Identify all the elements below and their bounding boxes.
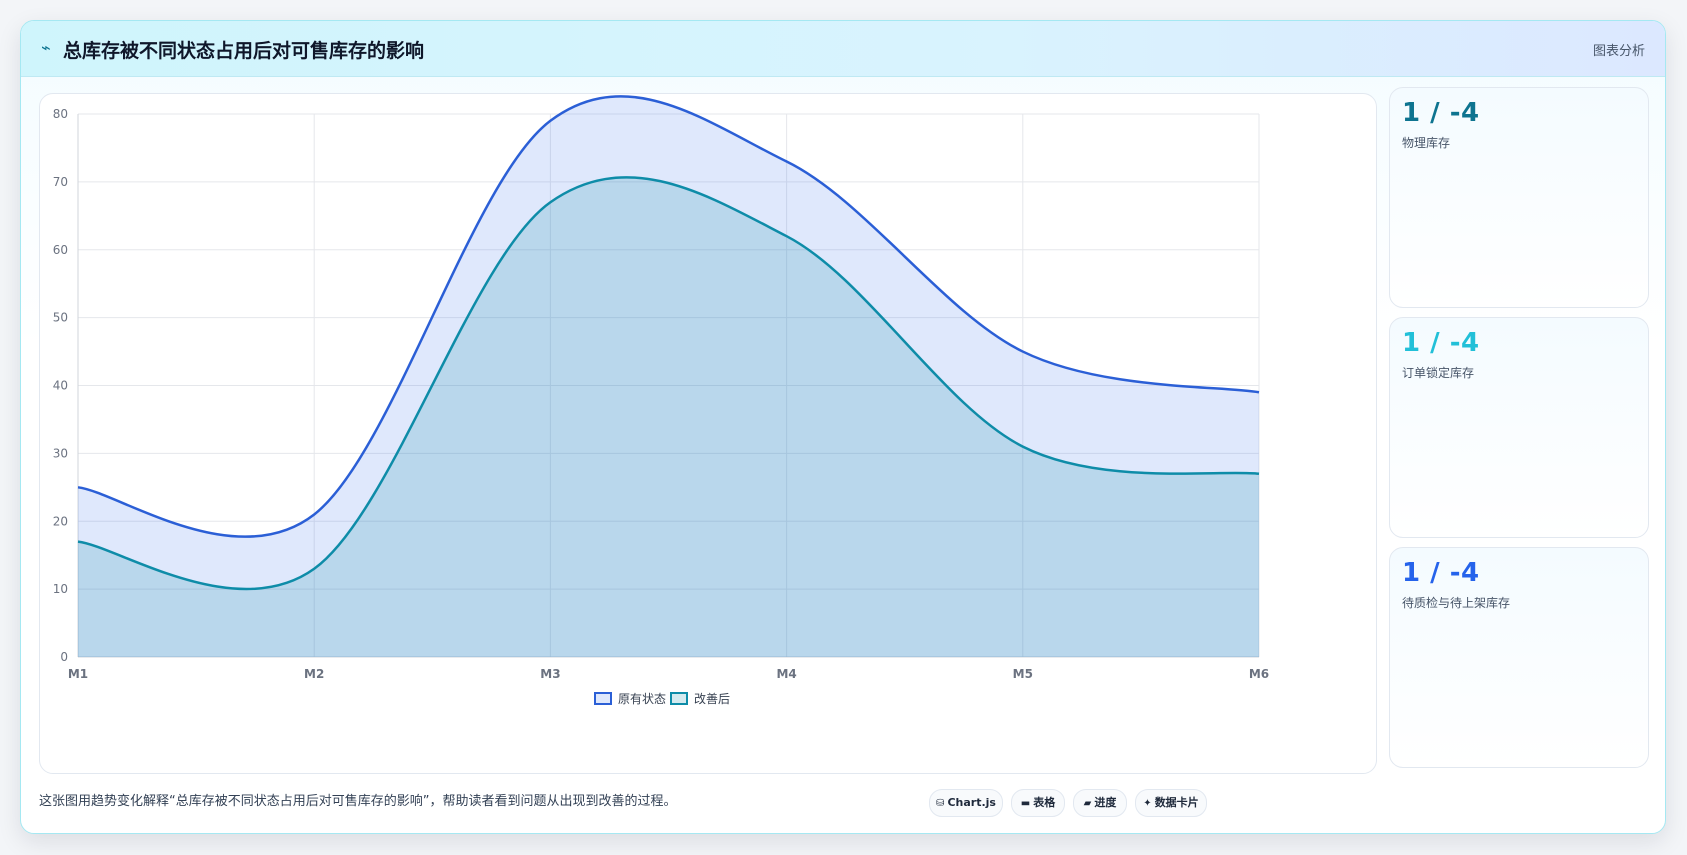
y-tick-label: 20	[53, 514, 68, 528]
chart-analysis-link[interactable]: 图表分析	[1592, 44, 1645, 59]
stat-value: 1 / -4	[1402, 98, 1480, 128]
progress-icon: ▰	[1083, 798, 1092, 809]
y-tick-label: 70	[53, 175, 68, 189]
stat-label: 物理库存	[1402, 136, 1451, 150]
legend-swatch	[670, 692, 688, 705]
sparkle-icon: ✦	[1143, 798, 1152, 809]
table-icon: ▬	[1020, 798, 1031, 809]
y-tick-label: 50	[53, 311, 68, 325]
series-area-2	[78, 177, 1259, 657]
tag-chartjs[interactable]: ⛁ Chart.js	[929, 789, 1003, 817]
y-tick-label: 0	[60, 650, 68, 664]
tag-label: 进度	[1094, 796, 1117, 809]
tag-table[interactable]: ▬ 表格	[1011, 789, 1065, 817]
page-title: 总库存被不同状态占用后对可售库存的影响	[63, 40, 425, 62]
chart-card: 0 10 20 30 40 50 60 70 80 M1 M2 M3 M4 M5 M6 原有状态 改善后	[39, 93, 1377, 774]
x-tick-label: M3	[540, 667, 560, 681]
series-line-1	[77, 95, 1260, 538]
database-icon: ⛁	[936, 798, 945, 809]
x-tick-label: M6	[1249, 667, 1269, 681]
series-line-2	[77, 176, 1260, 591]
y-tick-label: 10	[53, 582, 68, 596]
tag-label: Chart.js	[947, 796, 996, 809]
y-tick-label: 60	[53, 243, 68, 257]
y-tick-label: 80	[53, 107, 68, 121]
tag-label: 表格	[1033, 796, 1056, 809]
x-tick-label: M4	[776, 667, 796, 681]
y-tick-label: 30	[53, 446, 68, 460]
tag-data-card[interactable]: ✦ 数据卡片	[1135, 789, 1207, 817]
chart-caption: 这张图用趋势变化解释“总库存被不同状态占用后对可售库存的影响”，帮助读者看到问题…	[39, 794, 677, 809]
x-tick-label: M5	[1013, 667, 1033, 681]
tag-label: 数据卡片	[1154, 796, 1199, 809]
stat-card-locked: 1 / -4 订单锁定库存	[1389, 317, 1649, 538]
tag-progress[interactable]: ▰ 进度	[1073, 789, 1127, 817]
stat-card-pending: 1 / -4 待质检与待上架库存	[1389, 547, 1649, 768]
y-tick-label: 40	[53, 379, 68, 393]
x-tick-label: M1	[68, 667, 88, 681]
stat-value: 1 / -4	[1402, 558, 1480, 588]
legend-swatch	[594, 692, 612, 705]
stat-card-physical: 1 / -4 物理库存	[1389, 87, 1649, 308]
legend-label: 原有状态	[618, 692, 666, 706]
chart-panel: ⌁ 总库存被不同状态占用后对可售库存的影响 图表分析 0 10 20 30 40 50 60…	[20, 20, 1666, 834]
stat-label: 待质检与待上架库存	[1402, 596, 1511, 610]
pulse-icon: ⌁	[41, 38, 51, 57]
legend-label: 改善后	[694, 691, 730, 706]
area-chart: 0 10 20 30 40 50 60 70 80 M1 M2 M3 M4 M5 M6 原有状态 改善后	[53, 95, 1269, 706]
panel-header: ⌁ 总库存被不同状态占用后对可售库存的影响 图表分析	[21, 21, 1665, 77]
series-area-1	[78, 96, 1259, 658]
x-tick-label: M2	[304, 667, 324, 681]
stat-label: 订单锁定库存	[1402, 366, 1475, 380]
stat-value: 1 / -4	[1402, 328, 1480, 358]
